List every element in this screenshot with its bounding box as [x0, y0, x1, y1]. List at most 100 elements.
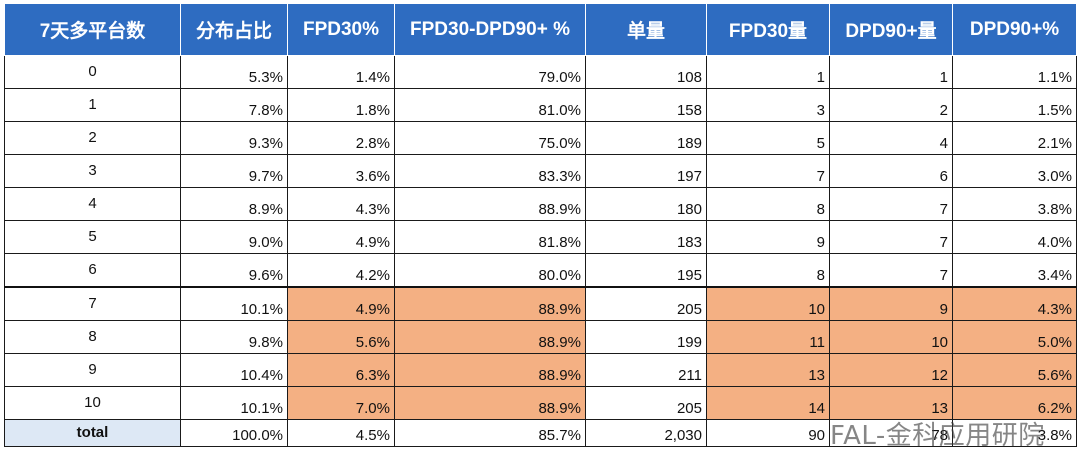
- table-cell: 9: [829, 286, 953, 321]
- total-cell: 78: [829, 419, 953, 447]
- table-cell: 9.7%: [180, 154, 288, 188]
- table-cell: 6.2%: [952, 386, 1077, 420]
- table-cell: 7: [829, 187, 953, 221]
- table-cell: 1: [829, 55, 953, 89]
- table-cell: 10.1%: [180, 386, 288, 420]
- table-cell: 9.0%: [180, 220, 288, 254]
- row-label-cell: 2: [4, 121, 181, 155]
- table-cell: 3.6%: [287, 154, 395, 188]
- table-cell: 13: [706, 353, 830, 387]
- table-row: 1 7.8% 1.8% 81.0% 158 3 2 1.5%: [4, 88, 1077, 122]
- total-cell: 85.7%: [394, 419, 586, 447]
- table-cell: 3: [706, 88, 830, 122]
- table-cell: 88.9%: [394, 386, 586, 420]
- watermark-text: FAL-金科应用研院: [830, 421, 1045, 451]
- table-cell: 9.6%: [180, 253, 288, 288]
- table-cell: 1.5%: [952, 88, 1077, 122]
- row-label-cell: 5: [4, 220, 181, 254]
- table-cell: 7: [706, 154, 830, 188]
- table-cell: 108: [585, 55, 707, 89]
- column-header: FPD30-DPD90+ %: [394, 3, 586, 56]
- table-cell: 13: [829, 386, 953, 420]
- table-cell: 189: [585, 121, 707, 155]
- total-cell: 3.8%: [952, 419, 1077, 447]
- table-row: 9 10.4% 6.3% 88.9% 211 13 12 5.6%: [4, 353, 1077, 387]
- total-row: total 100.0% 4.5% 85.7% 2,030 90 78 3.8%: [4, 419, 1077, 447]
- total-cell: 2,030: [585, 419, 707, 447]
- table-row: 10 10.1% 7.0% 88.9% 205 14 13 6.2%: [4, 386, 1077, 420]
- table-cell: 5: [706, 121, 830, 155]
- table-row: 8 9.8% 5.6% 88.9% 199 11 10 5.0%: [4, 320, 1077, 354]
- table-cell: 4.9%: [287, 220, 395, 254]
- table-cell: 8.9%: [180, 187, 288, 221]
- table-cell: 8: [706, 187, 830, 221]
- column-header: 单量: [585, 3, 707, 56]
- table-cell: 10: [829, 320, 953, 354]
- table-row: 2 9.3% 2.8% 75.0% 189 5 4 2.1%: [4, 121, 1077, 155]
- table-body: 0 5.3% 1.4% 79.0% 108 1 1 1.1% 1 7.8% 1.8% 81.0% 158…: [4, 55, 1077, 447]
- table-cell: 1.4%: [287, 55, 395, 89]
- table-cell: 199: [585, 320, 707, 354]
- row-label-cell: 4: [4, 187, 181, 221]
- table-cell: 11: [706, 320, 830, 354]
- table-cell: 7: [829, 220, 953, 254]
- table-cell: 1.8%: [287, 88, 395, 122]
- table-cell: 12: [829, 353, 953, 387]
- column-header: FPD30%: [287, 3, 395, 56]
- table-cell: 75.0%: [394, 121, 586, 155]
- table-row: 5 9.0% 4.9% 81.8% 183 9 7 4.0%: [4, 220, 1077, 254]
- table-cell: 205: [585, 286, 707, 321]
- table-cell: 3.0%: [952, 154, 1077, 188]
- column-header: DPD90+%: [952, 3, 1077, 56]
- table-row: 6 9.6% 4.2% 80.0% 195 8 7 3.4%: [4, 253, 1077, 288]
- table-cell: 79.0%: [394, 55, 586, 89]
- table-header-row: 7天多平台数 分布占比 FPD30% FPD30-DPD90+ % 单量 FPD30量 DP…: [4, 3, 1077, 56]
- table-cell: 4.9%: [287, 286, 395, 321]
- row-label-cell: 9: [4, 353, 181, 387]
- table-cell: 2: [829, 88, 953, 122]
- table-cell: 83.3%: [394, 154, 586, 188]
- platform-count-table-container: 7天多平台数 分布占比 FPD30% FPD30-DPD90+ % 单量 FPD30量 DP…: [4, 3, 1077, 451]
- table-cell: 4.3%: [287, 187, 395, 221]
- table-cell: 158: [585, 88, 707, 122]
- table-cell: 81.0%: [394, 88, 586, 122]
- table-cell: 3.4%: [952, 253, 1077, 288]
- table-cell: 197: [585, 154, 707, 188]
- table-cell: 4.2%: [287, 253, 395, 288]
- table-cell: 6.3%: [287, 353, 395, 387]
- table-cell: 180: [585, 187, 707, 221]
- total-label-cell: total: [4, 419, 181, 447]
- table-cell: 5.6%: [952, 353, 1077, 387]
- table-cell: 7.0%: [287, 386, 395, 420]
- table-cell: 211: [585, 353, 707, 387]
- table-cell: 4: [829, 121, 953, 155]
- total-cell: 100.0%: [180, 419, 288, 447]
- table-cell: 3.8%: [952, 187, 1077, 221]
- table-cell: 6: [829, 154, 953, 188]
- table-cell: 2.1%: [952, 121, 1077, 155]
- table-cell: 4.3%: [952, 286, 1077, 321]
- table-cell: 88.9%: [394, 187, 586, 221]
- table-row: 3 9.7% 3.6% 83.3% 197 7 6 3.0%: [4, 154, 1077, 188]
- table-cell: 2.8%: [287, 121, 395, 155]
- row-label-cell: 6: [4, 253, 181, 288]
- row-label-cell: 7: [4, 286, 181, 321]
- table-cell: 10.1%: [180, 286, 288, 321]
- column-header: 分布占比: [180, 3, 288, 56]
- table-cell: 1.1%: [952, 55, 1077, 89]
- row-label-cell: 3: [4, 154, 181, 188]
- table-cell: 1: [706, 55, 830, 89]
- table-cell: 4.0%: [952, 220, 1077, 254]
- table-cell: 88.9%: [394, 286, 586, 321]
- table-row: 0 5.3% 1.4% 79.0% 108 1 1 1.1%: [4, 55, 1077, 89]
- table-cell: 8: [706, 253, 830, 288]
- table-cell: 5.3%: [180, 55, 288, 89]
- table-cell: 195: [585, 253, 707, 288]
- table-row: 7 10.1% 4.9% 88.9% 205 10 9 4.3%: [4, 286, 1077, 321]
- row-label-cell: 0: [4, 55, 181, 89]
- table-cell: 81.8%: [394, 220, 586, 254]
- table-cell: 5.6%: [287, 320, 395, 354]
- table-cell: 183: [585, 220, 707, 254]
- table-cell: 80.0%: [394, 253, 586, 288]
- table-cell: 9: [706, 220, 830, 254]
